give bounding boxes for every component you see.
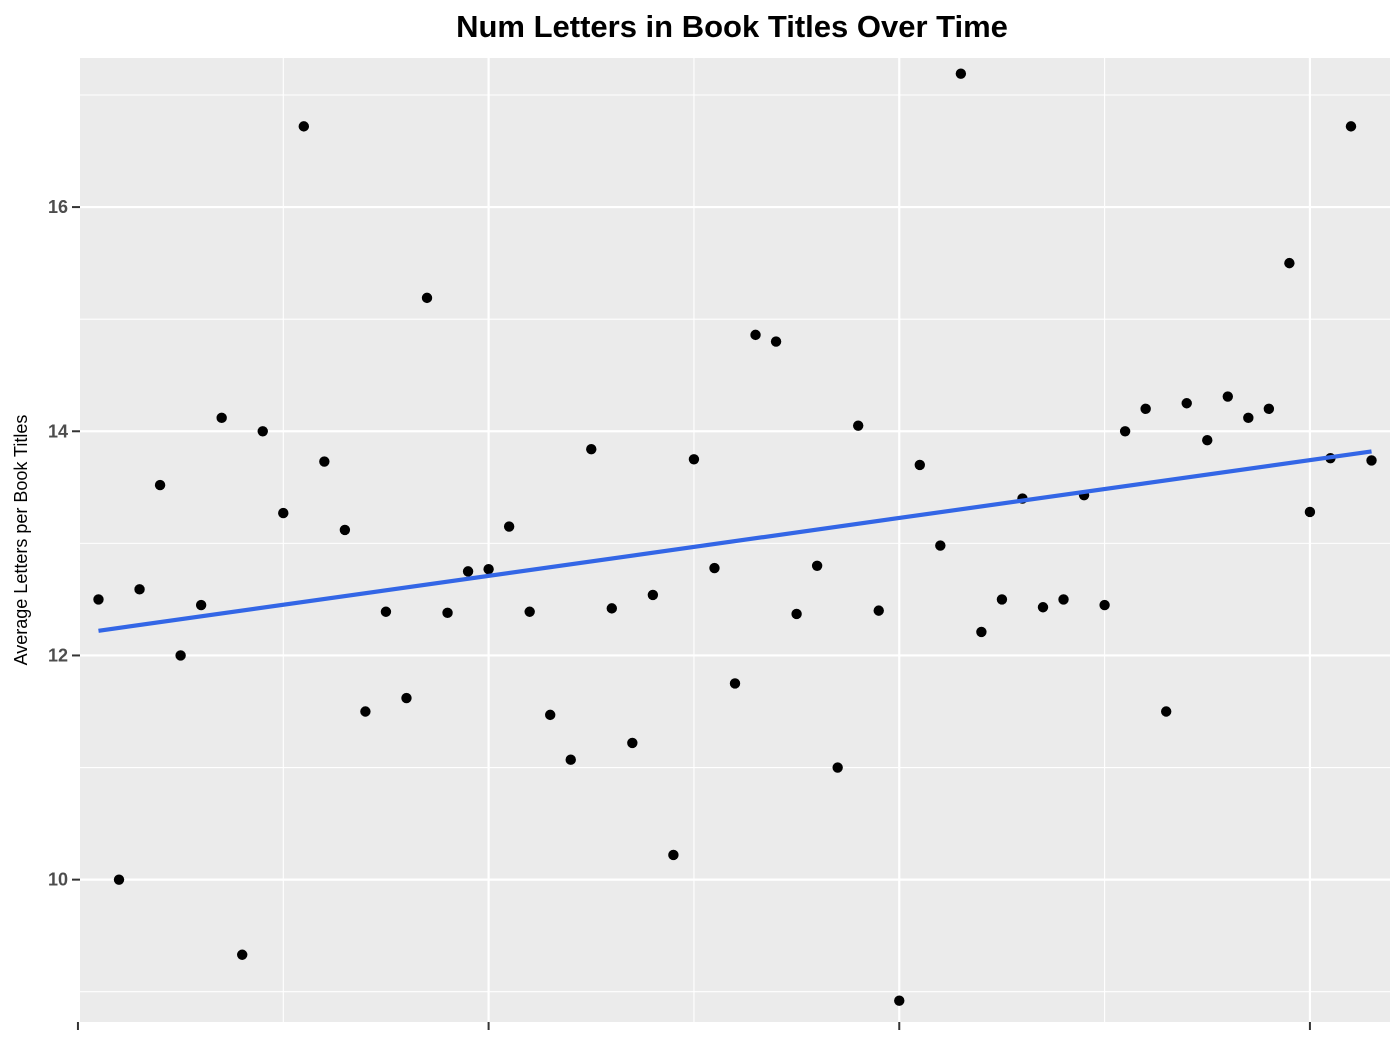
data-point	[339, 524, 351, 536]
data-point	[668, 849, 679, 861]
data-point	[1119, 426, 1131, 437]
data-point	[93, 594, 104, 605]
data-point	[1099, 599, 1110, 611]
data-point	[750, 329, 761, 341]
data-point	[298, 121, 310, 132]
data-point	[1160, 706, 1172, 717]
data-point	[1222, 391, 1233, 402]
data-point	[709, 562, 720, 574]
major-gridlines	[76, 58, 1390, 1022]
data-point	[996, 594, 1008, 605]
data-point	[545, 709, 556, 721]
data-point	[811, 560, 823, 571]
data-point	[1366, 455, 1377, 466]
data-point	[380, 606, 392, 617]
data-point	[976, 626, 987, 638]
data-point	[770, 336, 782, 347]
data-point	[586, 444, 597, 455]
data-point	[914, 459, 925, 471]
data-point	[1263, 403, 1275, 415]
y-axis: 10 12 14 16	[48, 197, 80, 890]
data-point	[503, 521, 515, 532]
data-point	[852, 420, 864, 431]
data-point	[442, 607, 453, 619]
data-point	[1037, 602, 1049, 613]
data-point	[873, 605, 884, 616]
y-axis-title: Average Letters per Book Titles	[11, 415, 31, 666]
y-tick-label: 10	[48, 870, 68, 890]
plot-panel	[76, 58, 1390, 1022]
trend-line	[98, 449, 1372, 633]
data-point	[935, 540, 946, 551]
data-point	[237, 949, 248, 960]
data-point	[1243, 412, 1254, 424]
data-point	[113, 874, 125, 885]
data-point	[688, 454, 700, 465]
x-axis	[76, 1022, 1311, 1030]
data-point	[1304, 506, 1316, 518]
data-point	[462, 566, 474, 577]
data-point	[1345, 121, 1357, 132]
data-point	[832, 762, 843, 773]
minor-gridlines	[80, 58, 1390, 1022]
data-point	[278, 507, 289, 519]
data-point	[647, 589, 659, 601]
data-point	[1140, 403, 1151, 415]
data-point	[421, 292, 433, 304]
data-point	[1181, 398, 1192, 409]
y-tick-label: 14	[48, 421, 68, 441]
data-point	[360, 706, 371, 717]
data-point	[319, 456, 330, 467]
data-point	[175, 650, 186, 661]
data-point	[1284, 257, 1295, 269]
data-point	[1202, 435, 1213, 446]
data-point	[257, 426, 268, 437]
data-point	[134, 584, 145, 595]
data-point	[1058, 594, 1069, 605]
data-point	[401, 692, 412, 704]
y-tick-label: 12	[48, 645, 68, 665]
data-point	[565, 754, 576, 765]
data-point	[955, 68, 967, 79]
data-point	[606, 603, 618, 614]
data-point	[627, 737, 638, 749]
y-tick-label: 16	[48, 197, 68, 217]
data-point	[154, 479, 166, 491]
data-point	[483, 563, 494, 575]
data-point	[216, 412, 227, 424]
data-point	[195, 599, 207, 611]
chart-title: Num Letters in Book Titles Over Time	[456, 9, 1008, 44]
data-point	[894, 995, 905, 1006]
data-point	[524, 606, 535, 617]
data-point	[729, 678, 741, 689]
data-point	[791, 608, 802, 620]
